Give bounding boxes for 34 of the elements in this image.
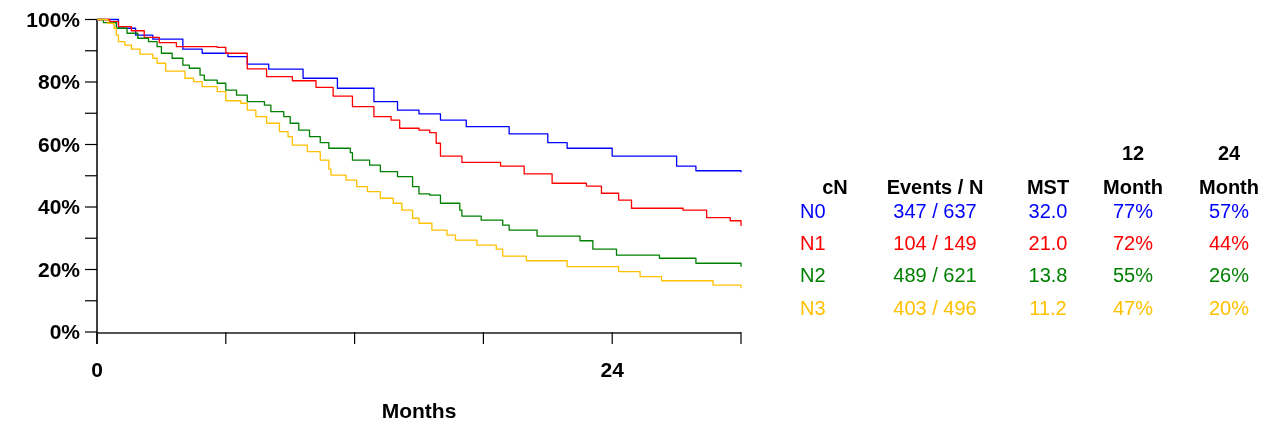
text: 57% <box>1208 200 1250 222</box>
text: 55% <box>1112 264 1154 286</box>
text: MST <box>1026 176 1070 198</box>
text: N1 <box>800 232 826 254</box>
text: 13.8 <box>1028 264 1068 286</box>
text: 47% <box>1112 297 1154 319</box>
y-tick-label: 0% <box>49 320 81 344</box>
text: 489 / 621 <box>893 264 977 286</box>
text: 26% <box>1208 264 1250 286</box>
y-tick-label: 40% <box>37 195 81 219</box>
text: 21.0 <box>1028 232 1068 254</box>
y-tick-label: 100% <box>26 7 81 31</box>
text: 104 / 149 <box>893 232 977 254</box>
text: N0 <box>800 200 826 222</box>
text: 72% <box>1112 232 1154 254</box>
text: 24 Month <box>1199 142 1259 198</box>
text: Events / N <box>886 176 984 198</box>
text: 32.0 <box>1028 200 1068 222</box>
text: N3 <box>800 297 826 319</box>
y-tick-label: 60% <box>37 132 81 156</box>
legend-title: cN <box>822 176 848 198</box>
y-tick-label: 20% <box>37 257 81 281</box>
text: 403 / 496 <box>893 297 977 319</box>
y-tick-label: 80% <box>37 70 81 94</box>
text: 20% <box>1208 297 1250 319</box>
x-tick-label: 24 <box>600 358 625 381</box>
text: 347 / 637 <box>893 200 977 222</box>
text: 77% <box>1112 200 1154 222</box>
x-tick-label: 0 <box>91 358 103 381</box>
text: N2 <box>800 264 826 286</box>
text: 44% <box>1208 232 1250 254</box>
text: 11.2 <box>1029 297 1067 319</box>
text: 12 Month <box>1103 142 1163 198</box>
x-axis-title: Months <box>381 399 457 422</box>
